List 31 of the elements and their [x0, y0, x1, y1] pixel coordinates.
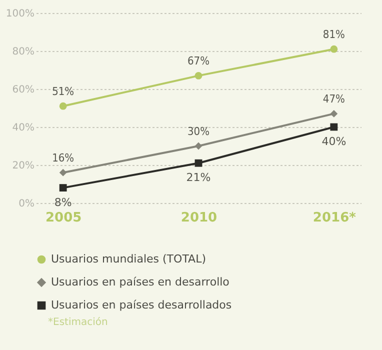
data-label: 81%	[322, 28, 345, 42]
point	[59, 184, 67, 192]
data-label: 30%	[188, 125, 210, 138]
y-tick-label: 20%	[12, 160, 34, 172]
data-label: 51%	[52, 85, 74, 98]
y-tick-label: 40%	[12, 122, 34, 134]
point	[59, 168, 67, 176]
y-tick-label: 0%	[18, 198, 34, 210]
point	[194, 142, 202, 150]
legend-label: Usuarios mundiales (TOTAL)	[51, 252, 206, 266]
point	[330, 110, 338, 118]
legend-label: Usuarios en países desarrollados	[51, 298, 232, 312]
y-tick-label: 100%	[6, 8, 34, 20]
point	[330, 45, 338, 53]
data-label: 47%	[322, 92, 345, 106]
point	[194, 159, 202, 167]
x-tick-label: 2010	[180, 210, 218, 226]
data-label: 40%	[322, 135, 346, 148]
data-label: 8%	[54, 196, 72, 209]
y-tick-label: 80%	[12, 46, 34, 58]
x-tick-label: 2005	[45, 210, 82, 226]
x-tick-label: 2016*	[312, 210, 356, 226]
text: *Estimación	[48, 317, 109, 328]
point	[330, 123, 338, 131]
data-label: 67%	[188, 54, 210, 68]
point	[59, 102, 67, 110]
data-label: 16%	[52, 152, 74, 165]
point	[194, 72, 202, 80]
legend-label: Usuarios en países en desarrollo	[51, 276, 230, 288]
data-label: 21%	[186, 171, 211, 184]
y-tick-label: 60%	[12, 84, 34, 96]
